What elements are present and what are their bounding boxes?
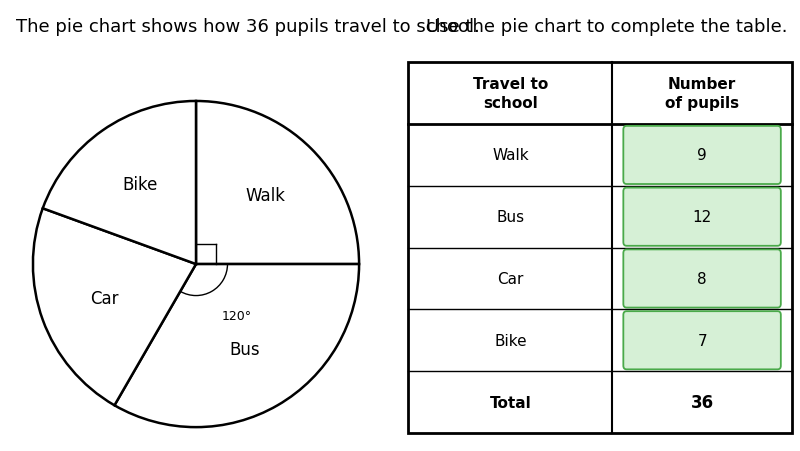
Text: Car: Car bbox=[90, 289, 118, 307]
Text: 9: 9 bbox=[698, 148, 707, 163]
Text: Bike: Bike bbox=[122, 175, 158, 193]
Text: 120°: 120° bbox=[222, 309, 252, 322]
Text: 36: 36 bbox=[690, 393, 714, 411]
Text: Car: Car bbox=[497, 272, 523, 286]
Text: The pie chart shows how 36 pupils travel to school.: The pie chart shows how 36 pupils travel… bbox=[16, 18, 480, 36]
FancyBboxPatch shape bbox=[623, 127, 781, 184]
Text: Travel to
school: Travel to school bbox=[473, 77, 548, 111]
Text: 7: 7 bbox=[698, 333, 707, 348]
Wedge shape bbox=[42, 102, 196, 264]
Text: Walk: Walk bbox=[245, 186, 285, 204]
FancyBboxPatch shape bbox=[623, 250, 781, 308]
Wedge shape bbox=[33, 209, 196, 405]
Text: 12: 12 bbox=[693, 210, 712, 225]
FancyBboxPatch shape bbox=[623, 188, 781, 246]
Bar bbox=[408, 63, 792, 433]
Text: Total: Total bbox=[490, 395, 531, 410]
Text: Use the pie chart to complete the table.: Use the pie chart to complete the table. bbox=[426, 18, 788, 36]
Text: 8: 8 bbox=[698, 272, 707, 286]
Text: Walk: Walk bbox=[492, 148, 529, 163]
Text: Bike: Bike bbox=[494, 333, 526, 348]
Text: Bus: Bus bbox=[496, 210, 524, 225]
FancyBboxPatch shape bbox=[623, 312, 781, 369]
Text: Number
of pupils: Number of pupils bbox=[665, 77, 739, 111]
Wedge shape bbox=[114, 264, 359, 427]
Wedge shape bbox=[196, 102, 359, 264]
Text: Bus: Bus bbox=[230, 340, 260, 358]
